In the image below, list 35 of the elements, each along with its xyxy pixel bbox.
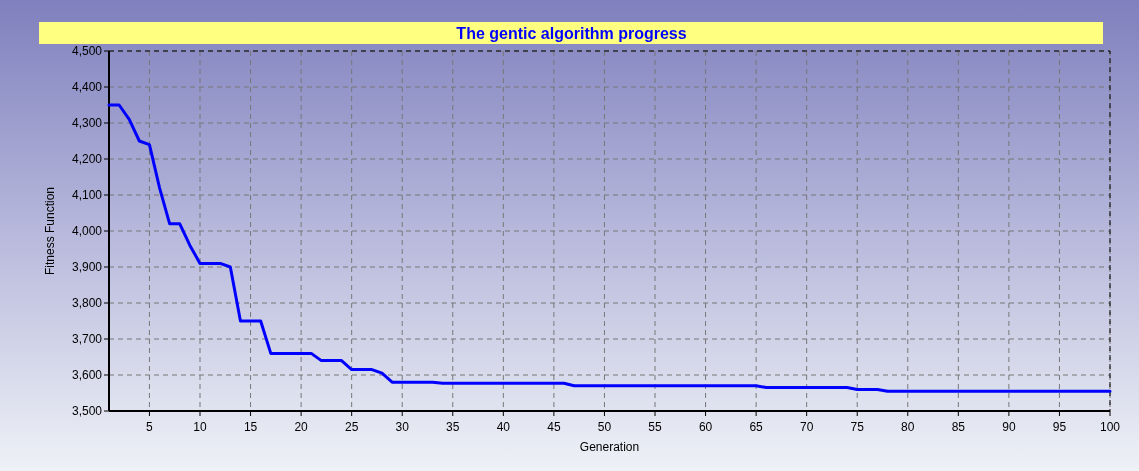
x-axis-title: Generation — [579, 440, 640, 454]
x-tick-label: 35 — [446, 420, 460, 434]
chart-title: The gentic algorithm progress — [456, 25, 687, 42]
x-tick-label: 65 — [749, 420, 764, 434]
x-tick-label: 55 — [648, 420, 662, 434]
y-tick-label: 4,300 — [71, 116, 103, 130]
x-tick-label: 45 — [547, 420, 561, 434]
x-tick-label: 15 — [243, 420, 258, 434]
y-tick-label: 4,100 — [71, 188, 103, 202]
x-tick-label: 5 — [146, 420, 154, 434]
x-tick-label: 30 — [395, 420, 410, 434]
y-tick-label: 3,800 — [71, 296, 103, 310]
x-tick-label: 85 — [951, 420, 966, 434]
x-tick-label: 100 — [1099, 420, 1121, 434]
x-tick-label: 95 — [1052, 420, 1067, 434]
line-series — [107, 103, 1112, 393]
x-tick-label: 40 — [496, 420, 511, 434]
x-tick-label: 25 — [344, 420, 359, 434]
y-tick-label: 3,500 — [71, 404, 103, 418]
x-tick-label: 80 — [901, 420, 915, 434]
y-tick-label: 3,600 — [71, 368, 103, 382]
y-axis-title: Fitness Function — [43, 186, 57, 276]
x-tick-label: 75 — [850, 420, 865, 434]
x-tick-label: 90 — [1002, 420, 1016, 434]
x-tick-label: 20 — [294, 420, 309, 434]
x-tick-label: 10 — [193, 420, 207, 434]
y-tick-label: 4,400 — [71, 80, 103, 94]
y-tick-label: 3,700 — [71, 332, 103, 346]
x-tick-label: 60 — [698, 420, 713, 434]
y-tick-label: 4,500 — [71, 44, 103, 58]
y-tick-label: 4,200 — [71, 152, 103, 166]
y-tick-label: 4,000 — [71, 224, 103, 238]
y-tick-label: 3,900 — [71, 260, 103, 274]
x-tick-label: 70 — [799, 420, 814, 434]
x-tick-label: 50 — [597, 420, 612, 434]
